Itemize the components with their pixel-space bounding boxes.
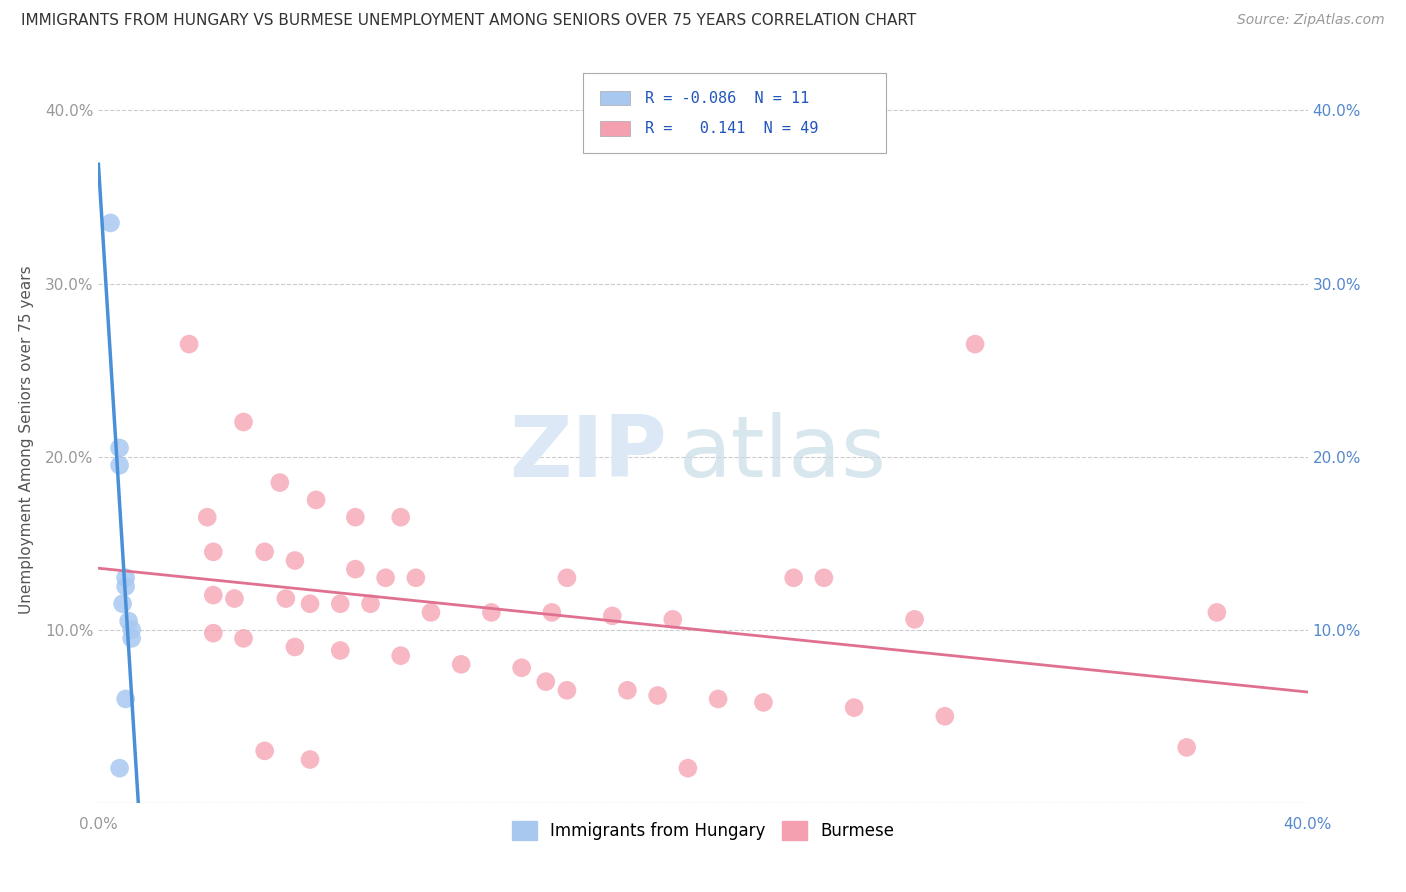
Y-axis label: Unemployment Among Seniors over 75 years: Unemployment Among Seniors over 75 years [18,265,34,614]
Point [783,571,806,585]
Point [389,648,412,663]
Point [844,700,866,714]
Point [114,571,136,585]
Point [121,623,143,637]
Text: R =   0.141  N = 49: R = 0.141 N = 49 [645,121,818,136]
Point [450,657,472,672]
Point [299,597,322,611]
Point [202,545,225,559]
Point [555,683,578,698]
Point [118,614,141,628]
Point [534,674,557,689]
Point [305,492,328,507]
Point [202,588,225,602]
Point [389,510,412,524]
Point [420,606,443,620]
Point [253,744,276,758]
Point [329,643,352,657]
Point [114,579,136,593]
Point [232,415,254,429]
Point [707,692,730,706]
Point [965,337,987,351]
Point [602,608,624,623]
Text: R = -0.086  N = 11: R = -0.086 N = 11 [645,91,810,105]
Point [360,597,382,611]
Point [108,458,131,473]
Point [299,752,322,766]
Point [510,661,533,675]
Text: IMMIGRANTS FROM HUNGARY VS BURMESE UNEMPLOYMENT AMONG SENIORS OVER 75 YEARS CORR: IMMIGRANTS FROM HUNGARY VS BURMESE UNEMP… [21,13,917,29]
Point [481,606,503,620]
Point [344,510,367,524]
Point [202,626,225,640]
Point [284,640,307,654]
Point [405,571,427,585]
Point [1206,606,1229,620]
Point [616,683,638,698]
Point [676,761,699,775]
Point [813,571,835,585]
Point [647,689,669,703]
Point [1175,740,1198,755]
Point [224,591,246,606]
Point [329,597,352,611]
Point [344,562,367,576]
Point [100,216,122,230]
Point [108,441,131,455]
Point [904,612,927,626]
Legend: Immigrants from Hungary, Burmese: Immigrants from Hungary, Burmese [505,814,901,847]
Point [540,606,562,620]
Text: ZIP: ZIP [509,412,666,495]
Text: 40.0%: 40.0% [1284,817,1331,832]
Point [934,709,956,723]
Text: atlas: atlas [679,412,887,495]
Point [374,571,396,585]
Point [114,692,136,706]
Point [274,591,297,606]
Point [253,545,276,559]
Point [111,597,134,611]
Point [555,571,578,585]
Text: Source: ZipAtlas.com: Source: ZipAtlas.com [1237,13,1385,28]
Point [269,475,291,490]
Point [108,761,131,775]
Text: 0.0%: 0.0% [79,817,118,832]
Point [195,510,218,524]
Point [284,553,307,567]
Point [121,632,143,646]
Point [661,612,683,626]
Point [752,695,775,709]
Point [232,632,254,646]
Point [179,337,201,351]
